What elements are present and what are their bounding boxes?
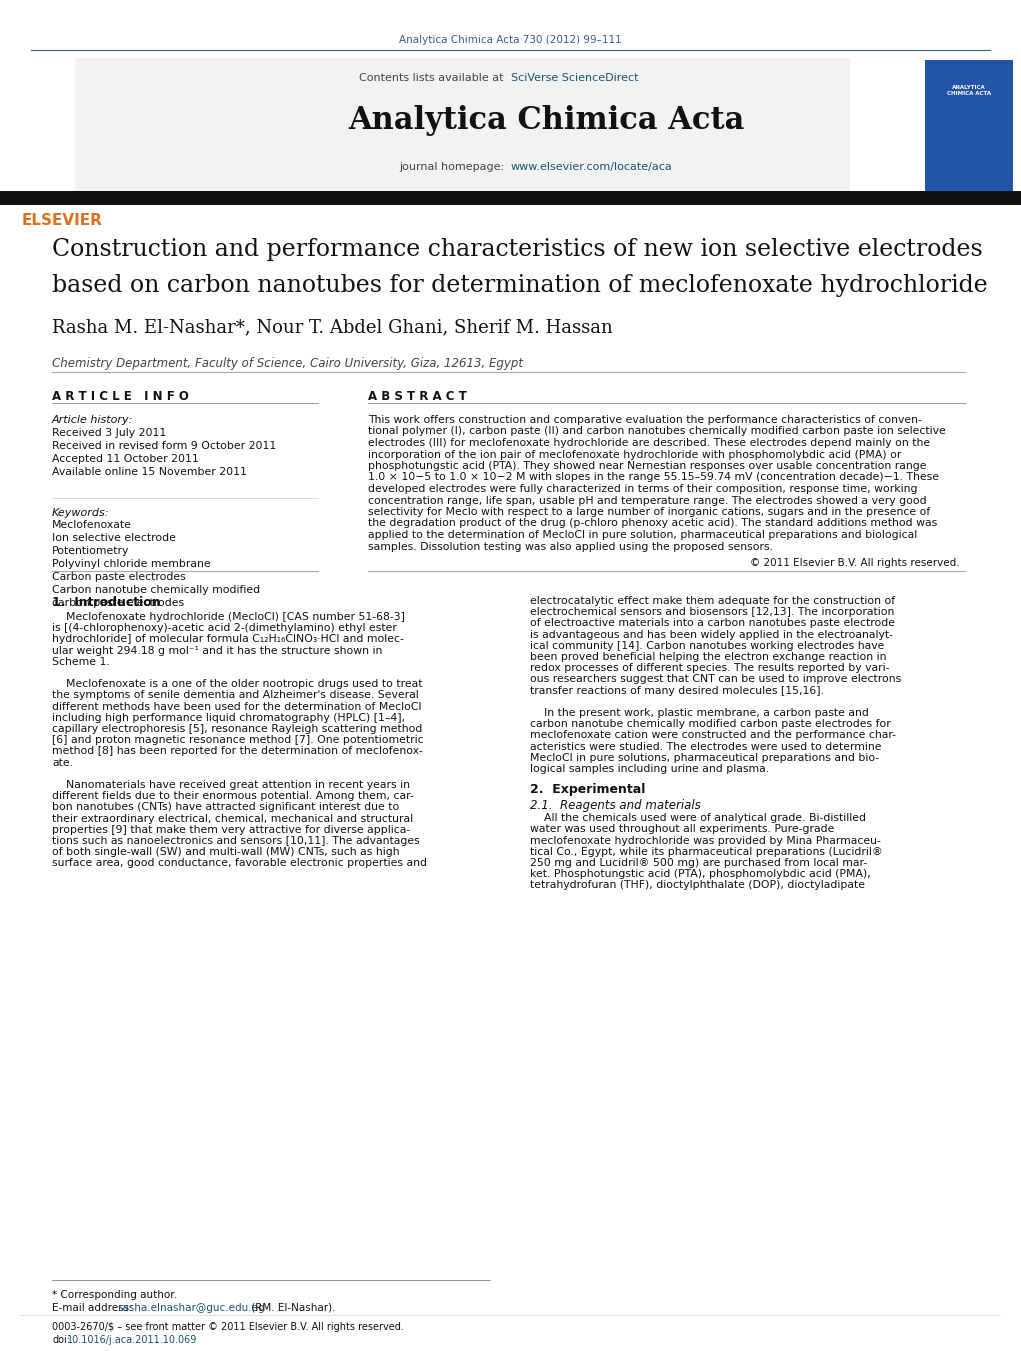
Text: Carbon nanotube chemically modified: Carbon nanotube chemically modified — [52, 585, 260, 594]
Text: Ion selective electrode: Ion selective electrode — [52, 534, 176, 543]
Text: surface area, good conductance, favorable electronic properties and: surface area, good conductance, favorabl… — [52, 858, 427, 869]
Text: been proved beneficial helping the electron exchange reaction in: been proved beneficial helping the elect… — [530, 653, 886, 662]
Text: ular weight 294.18 g mol⁻¹ and it has the structure shown in: ular weight 294.18 g mol⁻¹ and it has th… — [52, 646, 383, 655]
Text: carbon nanotube chemically modified carbon paste electrodes for: carbon nanotube chemically modified carb… — [530, 719, 890, 730]
Text: logical samples including urine and plasma.: logical samples including urine and plas… — [530, 765, 769, 774]
Text: 1.0 × 10−5 to 1.0 × 10−2 M with slopes in the range 55.15–59.74 mV (concentratio: 1.0 × 10−5 to 1.0 × 10−2 M with slopes i… — [368, 473, 939, 482]
Text: Scheme 1.: Scheme 1. — [52, 657, 109, 667]
Text: concentration range, life span, usable pH and temperature range. The electrodes : concentration range, life span, usable p… — [368, 496, 927, 505]
Text: of both single-wall (SW) and multi-wall (MW) CNTs, such as high: of both single-wall (SW) and multi-wall … — [52, 847, 399, 857]
Text: * Corresponding author.: * Corresponding author. — [52, 1290, 177, 1300]
Text: method [8] has been reported for the determination of meclofenox-: method [8] has been reported for the det… — [52, 746, 423, 757]
Text: different fields due to their enormous potential. Among them, car-: different fields due to their enormous p… — [52, 792, 414, 801]
Text: samples. Dissolution testing was also applied using the proposed sensors.: samples. Dissolution testing was also ap… — [368, 542, 773, 551]
Text: redox processes of different species. The results reported by vari-: redox processes of different species. Th… — [530, 663, 889, 673]
Text: properties [9] that make them very attractive for diverse applica-: properties [9] that make them very attra… — [52, 825, 410, 835]
Text: tical Co., Egypt, while its pharmaceutical preparations (Lucidril®: tical Co., Egypt, while its pharmaceutic… — [530, 847, 883, 857]
Text: A R T I C L E   I N F O: A R T I C L E I N F O — [52, 390, 189, 403]
Text: Keywords:: Keywords: — [52, 508, 109, 517]
Text: Nanomaterials have received great attention in recent years in: Nanomaterials have received great attent… — [52, 780, 410, 790]
Text: 2.  Experimental: 2. Experimental — [530, 784, 645, 796]
Text: Article history:: Article history: — [52, 415, 134, 426]
Text: www.elsevier.com/locate/aca: www.elsevier.com/locate/aca — [510, 162, 672, 172]
Text: ANALYTICA
CHIMICA ACTA: ANALYTICA CHIMICA ACTA — [946, 85, 991, 96]
FancyBboxPatch shape — [925, 59, 1013, 193]
Text: meclofenoxate hydrochloride was provided by Mina Pharmaceu-: meclofenoxate hydrochloride was provided… — [530, 836, 881, 846]
Text: phosphotungstic acid (PTA). They showed near Nernestian responses over usable co: phosphotungstic acid (PTA). They showed … — [368, 461, 926, 471]
Text: based on carbon nanotubes for determination of meclofenoxate hydrochloride: based on carbon nanotubes for determinat… — [52, 274, 987, 297]
Text: In the present work, plastic membrane, a carbon paste and: In the present work, plastic membrane, a… — [530, 708, 869, 717]
Text: acteristics were studied. The electrodes were used to determine: acteristics were studied. The electrodes… — [530, 742, 881, 751]
Text: ELSEVIER: ELSEVIER — [22, 213, 103, 228]
Text: Meclofenoxate hydrochloride (MecloCl) [CAS number 51-68-3]: Meclofenoxate hydrochloride (MecloCl) [C… — [52, 612, 405, 621]
Text: Received in revised form 9 October 2011: Received in revised form 9 October 2011 — [52, 440, 277, 451]
Text: Meclofenoxate: Meclofenoxate — [52, 520, 132, 530]
Text: (RM. El-Nashar).: (RM. El-Nashar). — [248, 1302, 336, 1313]
Text: ous researchers suggest that CNT can be used to improve electrons: ous researchers suggest that CNT can be … — [530, 674, 902, 685]
Text: applied to the determination of MecloCl in pure solution, pharmaceutical prepara: applied to the determination of MecloCl … — [368, 530, 917, 540]
Text: Analytica Chimica Acta: Analytica Chimica Acta — [348, 105, 744, 136]
Text: Meclofenoxate is a one of the older nootropic drugs used to treat: Meclofenoxate is a one of the older noot… — [52, 680, 423, 689]
Text: of electroactive materials into a carbon nanotubes paste electrode: of electroactive materials into a carbon… — [530, 619, 895, 628]
Text: Carbon paste electrodes: Carbon paste electrodes — [52, 571, 186, 582]
Text: their extraordinary electrical, chemical, mechanical and structural: their extraordinary electrical, chemical… — [52, 813, 414, 824]
Text: rasha.elnashar@guc.edu.eg: rasha.elnashar@guc.edu.eg — [118, 1302, 264, 1313]
Text: A B S T R A C T: A B S T R A C T — [368, 390, 467, 403]
FancyBboxPatch shape — [0, 190, 1021, 205]
Text: hydrochloride] of molecular formula C₁₂H₁₆ClNO₃·HCl and molec-: hydrochloride] of molecular formula C₁₂H… — [52, 635, 404, 644]
Text: electrodes (III) for meclofenoxate hydrochloride are described. These electrodes: electrodes (III) for meclofenoxate hydro… — [368, 438, 930, 449]
Text: journal homepage:: journal homepage: — [399, 162, 507, 172]
Text: ical community [14]. Carbon nanotubes working electrodes have: ical community [14]. Carbon nanotubes wo… — [530, 640, 884, 651]
FancyBboxPatch shape — [75, 58, 850, 195]
Text: 10.1016/j.aca.2011.10.069: 10.1016/j.aca.2011.10.069 — [67, 1335, 197, 1346]
Text: 250 mg and Lucidril® 500 mg) are purchased from local mar-: 250 mg and Lucidril® 500 mg) are purchas… — [530, 858, 867, 867]
Text: Contents lists available at: Contents lists available at — [359, 73, 507, 82]
Text: transfer reactions of many desired molecules [15,16].: transfer reactions of many desired molec… — [530, 685, 824, 696]
Text: MecloCl in pure solutions, pharmaceutical preparations and bio-: MecloCl in pure solutions, pharmaceutica… — [530, 753, 879, 763]
Text: tetrahydrofuran (THF), dioctylphthalate (DOP), dioctyladipate: tetrahydrofuran (THF), dioctylphthalate … — [530, 881, 865, 890]
Text: the symptoms of senile dementia and Alzheimer's disease. Several: the symptoms of senile dementia and Alzh… — [52, 690, 419, 700]
Text: the degradation product of the drug (p-chloro phenoxy acetic acid). The standard: the degradation product of the drug (p-c… — [368, 519, 937, 528]
Text: including high performance liquid chromatography (HPLC) [1–4],: including high performance liquid chroma… — [52, 713, 405, 723]
Text: water was used throughout all experiments. Pure-grade: water was used throughout all experiment… — [530, 824, 834, 835]
Text: Chemistry Department, Faculty of Science, Cairo University, Giza, 12613, Egypt: Chemistry Department, Faculty of Science… — [52, 357, 523, 370]
Text: developed electrodes were fully characterized in terms of their composition, res: developed electrodes were fully characte… — [368, 484, 918, 494]
Text: meclofenoxate cation were constructed and the performance char-: meclofenoxate cation were constructed an… — [530, 731, 896, 740]
Text: carbon paste electrodes: carbon paste electrodes — [52, 598, 184, 608]
Text: Received 3 July 2011: Received 3 July 2011 — [52, 428, 166, 438]
Text: Polyvinyl chloride membrane: Polyvinyl chloride membrane — [52, 559, 210, 569]
Text: 1.  Introduction: 1. Introduction — [52, 596, 160, 609]
Text: capillary electrophoresis [5], resonance Rayleigh scattering method: capillary electrophoresis [5], resonance… — [52, 724, 423, 734]
Text: is advantageous and has been widely applied in the electroanalyt-: is advantageous and has been widely appl… — [530, 630, 893, 639]
Text: This work offers construction and comparative evaluation the performance charact: This work offers construction and compar… — [368, 415, 922, 426]
Text: SciVerse ScienceDirect: SciVerse ScienceDirect — [510, 73, 638, 82]
Text: ate.: ate. — [52, 758, 72, 767]
Text: is [(4-chlorophenoxy)-acetic acid 2-(dimethylamino) ethyl ester: is [(4-chlorophenoxy)-acetic acid 2-(dim… — [52, 623, 397, 634]
Text: selectivity for Meclo with respect to a large number of inorganic cations, sugar: selectivity for Meclo with respect to a … — [368, 507, 930, 517]
Text: electrochemical sensors and biosensors [12,13]. The incorporation: electrochemical sensors and biosensors [… — [530, 607, 894, 617]
Text: incorporation of the ion pair of meclofenoxate hydrochloride with phosphomolybdi: incorporation of the ion pair of meclofe… — [368, 450, 902, 459]
Text: Available online 15 November 2011: Available online 15 November 2011 — [52, 467, 247, 477]
Text: Analytica Chimica Acta 730 (2012) 99–111: Analytica Chimica Acta 730 (2012) 99–111 — [399, 35, 622, 45]
Text: Potentiometry: Potentiometry — [52, 546, 130, 557]
Text: 2.1.  Reagents and materials: 2.1. Reagents and materials — [530, 800, 700, 812]
Text: [6] and proton magnetic resonance method [7]. One potentiometric: [6] and proton magnetic resonance method… — [52, 735, 424, 746]
Text: © 2011 Elsevier B.V. All rights reserved.: © 2011 Elsevier B.V. All rights reserved… — [750, 558, 960, 567]
Text: ket. Phosphotungstic acid (PTA), phosphomolybdic acid (PMA),: ket. Phosphotungstic acid (PTA), phospho… — [530, 869, 871, 880]
Text: doi:: doi: — [52, 1335, 70, 1346]
Text: 0003-2670/$ – see front matter © 2011 Elsevier B.V. All rights reserved.: 0003-2670/$ – see front matter © 2011 El… — [52, 1323, 404, 1332]
Text: bon nanotubes (CNTs) have attracted significant interest due to: bon nanotubes (CNTs) have attracted sign… — [52, 802, 399, 812]
Text: Accepted 11 October 2011: Accepted 11 October 2011 — [52, 454, 199, 463]
Text: electrocatalytic effect make them adequate for the construction of: electrocatalytic effect make them adequa… — [530, 596, 895, 607]
Text: different methods have been used for the determination of MecloCl: different methods have been used for the… — [52, 701, 422, 712]
Text: Construction and performance characteristics of new ion selective electrodes: Construction and performance characteris… — [52, 238, 983, 261]
Text: E-mail address:: E-mail address: — [52, 1302, 136, 1313]
Text: All the chemicals used were of analytical grade. Bi-distilled: All the chemicals used were of analytica… — [530, 813, 866, 823]
Text: tional polymer (I), carbon paste (II) and carbon nanotubes chemically modified c: tional polymer (I), carbon paste (II) an… — [368, 427, 945, 436]
Text: Rasha M. El-Nashar*, Nour T. Abdel Ghani, Sherif M. Hassan: Rasha M. El-Nashar*, Nour T. Abdel Ghani… — [52, 317, 613, 336]
Text: tions such as nanoelectronics and sensors [10,11]. The advantages: tions such as nanoelectronics and sensor… — [52, 836, 420, 846]
